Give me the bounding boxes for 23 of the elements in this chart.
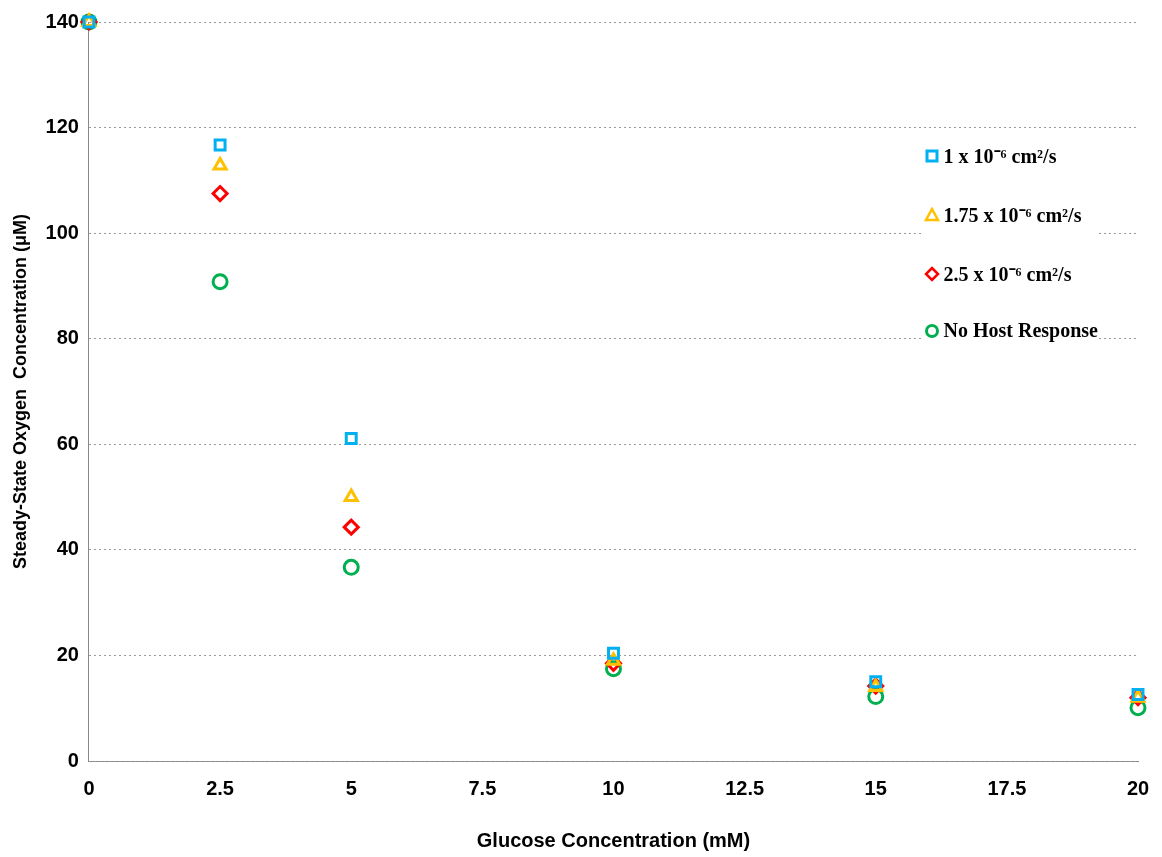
y-tick-label: 80 [56,326,79,349]
x-tick-label: 15 [864,776,887,799]
legend-label: No Host Response [943,319,1098,342]
x-tick-label: 0 [83,776,95,799]
y-tick-label: 140 [45,9,79,32]
x-tick-label: 12.5 [725,776,765,799]
x-tick-label: 2.5 [206,776,234,799]
legend-label: 1.75 x 10⁻⁶ cm²/s [943,203,1082,228]
y-tick-label: 60 [56,431,79,454]
x-tick-label: 7.5 [468,776,497,799]
x-axis-title: Glucose Concentration (mM) [476,828,751,851]
x-tick-label: 10 [602,776,625,799]
x-tick-label: 20 [1126,776,1150,799]
x-tick-label: 17.5 [987,776,1027,799]
y-tick-label: 0 [67,748,79,771]
y-tick-label: 100 [45,220,79,243]
legend-label: 1 x 10⁻⁶ cm²/s [943,144,1057,169]
x-tick-label: 5 [345,776,357,799]
y-tick-label: 40 [56,537,79,560]
y-axis-title: Steady-State Oxygen Concentration (μM) [9,213,30,570]
y-tick-label: 20 [56,642,79,665]
y-tick-label: 120 [45,115,79,138]
legend-label: 2.5 x 10⁻⁶ cm²/s [943,262,1072,287]
